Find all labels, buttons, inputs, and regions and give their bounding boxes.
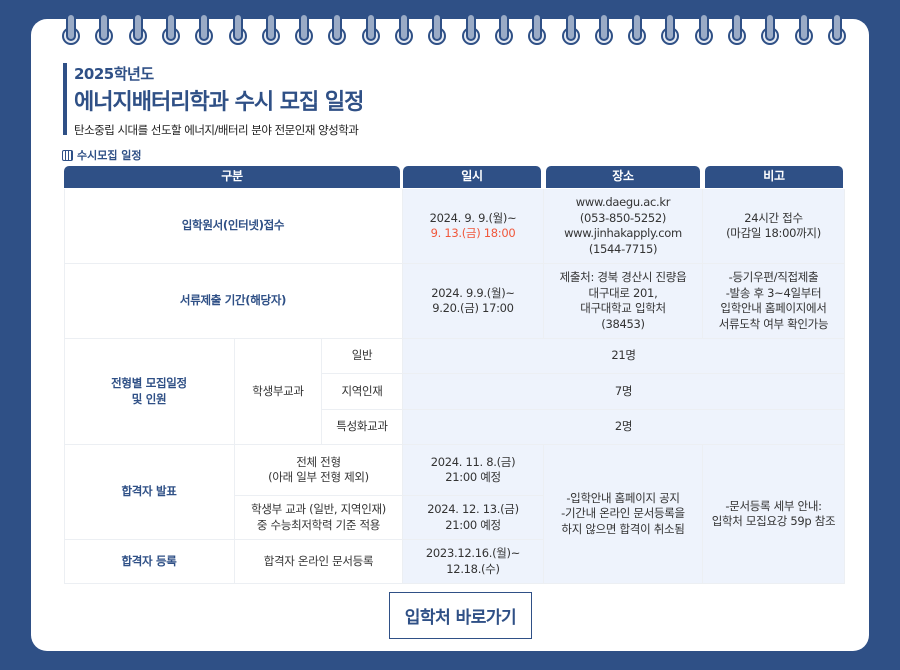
results-place: -입학안내 홈페이지 공지 -기간내 온라인 문서등록을 하지 않으면 합격이 취소… — [544, 445, 703, 584]
place-line: 하지 않으면 합격이 취소됨 — [561, 521, 685, 536]
binding-ring — [661, 13, 680, 45]
quota-count: 7명 — [403, 374, 845, 410]
year-label: 2025학년도 — [74, 65, 154, 83]
binding-ring — [295, 13, 314, 45]
page-header: 2025학년도 에너지배터리학과 수시 모집 일정 탄소중립 시대를 선도할 에… — [63, 63, 364, 137]
results-date-csat: 2024. 12. 13.(금) 21:00 예정 — [403, 496, 544, 540]
registration-date: 2023.12.16.(월)~ 12.18.(수) — [403, 540, 544, 584]
col-header-category: 구분 — [64, 166, 400, 188]
note-line: -문서등록 세부 안내: — [725, 498, 822, 513]
results-date-all: 2024. 11. 8.(금) 21:00 예정 — [403, 445, 544, 496]
date-line: 2023.12.16.(월)~ — [425, 546, 521, 560]
binding-ring — [461, 13, 480, 45]
quota-type: 지역인재 — [322, 374, 403, 410]
registration-sub: 합격자 온라인 문서등록 — [235, 540, 403, 584]
table-border — [64, 189, 65, 584]
binding-ring — [561, 13, 580, 45]
results-sub-csat: 학생부 교과 (일반, 지역인재) 중 수능최저학력 기준 적용 — [235, 496, 403, 540]
url-daegu[interactable]: www.daegu.ac.kr — [575, 195, 671, 209]
sub-line: 중 수능최저학력 기준 적용 — [256, 517, 381, 532]
binding-ring — [428, 13, 447, 45]
date-line: 2024. 11. 8.(금) — [430, 454, 516, 469]
place-line: -입학안내 홈페이지 공지 — [566, 490, 680, 505]
date-line: 2024. 9.9.(월)~ — [431, 285, 515, 300]
binding-ring — [228, 13, 247, 45]
application-date: 2024. 9. 9.(월)~ 9. 13.(금) 18:00 — [403, 189, 544, 264]
col-header-place: 장소 — [546, 166, 700, 188]
quota-group: 학생부교과 — [235, 339, 322, 445]
place-line: 대구대로 201, — [588, 285, 658, 300]
binding-ring — [628, 13, 647, 45]
sub-line: 학생부 교과 (일반, 지역인재) — [251, 502, 386, 516]
results-sub-all: 전체 전형 (아래 일부 전형 제외) — [235, 445, 403, 496]
phone: (053-850-5252) — [579, 210, 667, 225]
binding-ring — [827, 13, 846, 45]
date-deadline: 9. 13.(금) 18:00 — [430, 226, 516, 240]
binding-ring — [528, 13, 547, 45]
binding-ring — [794, 13, 813, 45]
binding-ring — [594, 13, 613, 45]
col-header-date: 일시 — [403, 166, 541, 188]
binding-ring — [694, 13, 713, 45]
place-line: 대구대학교 입학처 — [580, 301, 666, 315]
section-heading: 수시모집 일정 — [62, 147, 142, 163]
binding-ring — [128, 13, 147, 45]
binding-ring — [161, 13, 180, 45]
documents-date: 2024. 9.9.(월)~ 9.20.(금) 17:00 — [403, 264, 544, 339]
note-line: 24시간 접수 — [744, 210, 803, 225]
application-place: www.daegu.ac.kr (053-850-5252) www.jinhaka… — [544, 189, 703, 264]
calendar-icon — [62, 149, 73, 161]
binding-ring — [195, 13, 214, 45]
note-line: 입학안내 홈페이지에서 — [720, 301, 827, 315]
documents-note: -등기우편/직접제출 -발송 후 3~4일부터 입학안내 홈페이지에서 서류도착 여부… — [703, 264, 845, 339]
binding-ring — [395, 13, 413, 45]
binding-ring — [95, 13, 114, 45]
url-jinhak[interactable]: www.jinhakapply.com — [564, 226, 682, 240]
row-label-results: 합격자 발표 — [64, 445, 235, 540]
date-line: 2024. 12. 13.(금) — [427, 502, 519, 516]
page-subtitle: 탄소중립 시대를 선도할 에너지/배터리 분야 전문인재 양성학과 — [74, 123, 359, 137]
binding-ring — [728, 13, 746, 45]
application-note: 24시간 접수 (마감일 18:00까지) — [703, 189, 845, 264]
sub-line: (아래 일부 전형 제외) — [268, 470, 369, 484]
binding-ring — [361, 13, 380, 45]
section-label: 수시모집 일정 — [77, 149, 142, 162]
quota-count: 21명 — [403, 339, 845, 374]
note-line: -등기우편/직접제출 — [728, 270, 819, 284]
note-line: -발송 후 3~4일부터 — [725, 285, 822, 300]
label-line: 전형별 모집일정 — [111, 376, 187, 390]
date-line: 21:00 예정 — [445, 517, 501, 532]
page-title: 에너지배터리학과 수시 모집 일정 — [74, 90, 364, 115]
label-line: 및 인원 — [131, 391, 167, 406]
row-label-registration: 합격자 등록 — [64, 540, 235, 584]
date-line: 9.20.(금) 17:00 — [432, 301, 514, 315]
binding-ring — [261, 13, 280, 45]
binding-ring — [761, 13, 780, 45]
date-line: 12.18.(수) — [446, 561, 500, 576]
place-line: 제출처: 경북 경산시 진량읍 — [559, 270, 687, 284]
admissions-link-button[interactable]: 입학처 바로가기 — [389, 592, 532, 639]
results-note: -문서등록 세부 안내: 입학처 모집요강 59p 참조 — [703, 445, 845, 584]
row-label-application: 입학원서(인터넷)접수 — [64, 189, 403, 264]
documents-place: 제출처: 경북 경산시 진량읍 대구대로 201, 대구대학교 입학처 (38453) — [544, 264, 703, 339]
row-label-quota: 전형별 모집일정 및 인원 — [64, 339, 235, 445]
quota-type: 특성화교과 — [322, 410, 403, 445]
phone: (1544-7715) — [588, 241, 658, 256]
binding-ring — [494, 13, 513, 45]
date-line: 21:00 예정 — [445, 470, 501, 484]
row-label-documents: 서류제출 기간(해당자) — [64, 264, 403, 339]
note-line: 서류도착 여부 확인가능 — [718, 316, 829, 331]
place-line: -기간내 온라인 문서등록을 — [561, 506, 685, 521]
col-header-note: 비고 — [705, 166, 843, 188]
date-start: 2024. 9. 9.(월)~ — [429, 210, 517, 225]
binding-ring — [328, 13, 347, 45]
binding-ring — [62, 13, 80, 45]
place-line: (38453) — [601, 316, 645, 331]
note-line: 입학처 모집요강 59p 참조 — [711, 514, 836, 528]
sub-line: 전체 전형 — [296, 454, 341, 469]
quota-count: 2명 — [403, 410, 845, 445]
note-line: (마감일 18:00까지) — [726, 226, 821, 240]
quota-type: 일반 — [322, 339, 403, 374]
